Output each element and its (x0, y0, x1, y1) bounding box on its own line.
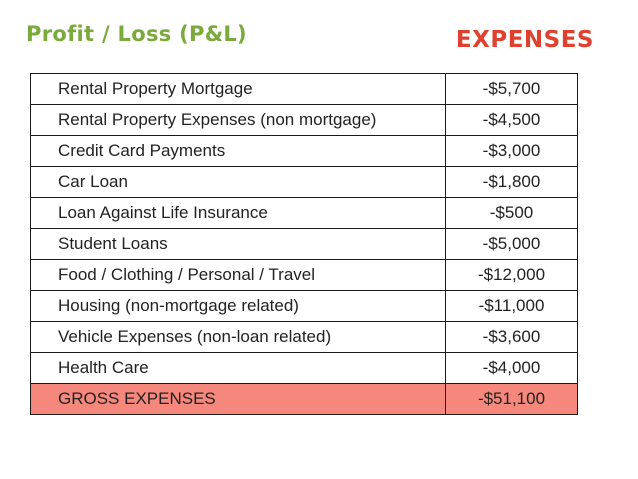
table-row: Car Loan -$1,800 (30, 166, 578, 198)
expense-label: Car Loan (30, 166, 446, 198)
table-row: Health Care -$4,000 (30, 352, 578, 384)
total-label: GROSS EXPENSES (30, 383, 446, 415)
total-amount: -$51,100 (445, 383, 578, 415)
table-row: Loan Against Life Insurance -$500 (30, 197, 578, 229)
expense-label: Rental Property Expenses (non mortgage) (30, 104, 446, 136)
expenses-table: Rental Property Mortgage -$5,700 Rental … (30, 73, 578, 415)
expense-amount: -$5,700 (445, 73, 578, 105)
table-row: Vehicle Expenses (non-loan related) -$3,… (30, 321, 578, 353)
expense-label: Food / Clothing / Personal / Travel (30, 259, 446, 291)
expense-label: Housing (non-mortgage related) (30, 290, 446, 322)
table-row: Rental Property Expenses (non mortgage) … (30, 104, 578, 136)
expense-label: Rental Property Mortgage (30, 73, 446, 105)
expense-label: Student Loans (30, 228, 446, 260)
expense-amount: -$1,800 (445, 166, 578, 198)
expense-label: Loan Against Life Insurance (30, 197, 446, 229)
table-row: Housing (non-mortgage related) -$11,000 (30, 290, 578, 322)
page-title: Profit / Loss (P&L) (26, 22, 247, 46)
table-row: Student Loans -$5,000 (30, 228, 578, 260)
expense-label: Credit Card Payments (30, 135, 446, 167)
expense-amount: -$11,000 (445, 290, 578, 322)
expense-amount: -$3,000 (445, 135, 578, 167)
table-row: Credit Card Payments -$3,000 (30, 135, 578, 167)
expense-amount: -$4,500 (445, 104, 578, 136)
expense-label: Health Care (30, 352, 446, 384)
expense-amount: -$3,600 (445, 321, 578, 353)
expense-amount: -$12,000 (445, 259, 578, 291)
total-row: GROSS EXPENSES -$51,100 (30, 383, 578, 415)
expense-amount: -$500 (445, 197, 578, 229)
table-row: Rental Property Mortgage -$5,700 (30, 73, 578, 105)
table-row: Food / Clothing / Personal / Travel -$12… (30, 259, 578, 291)
expense-amount: -$4,000 (445, 352, 578, 384)
expense-amount: -$5,000 (445, 228, 578, 260)
section-heading: EXPENSES (455, 27, 594, 53)
expense-label: Vehicle Expenses (non-loan related) (30, 321, 446, 353)
